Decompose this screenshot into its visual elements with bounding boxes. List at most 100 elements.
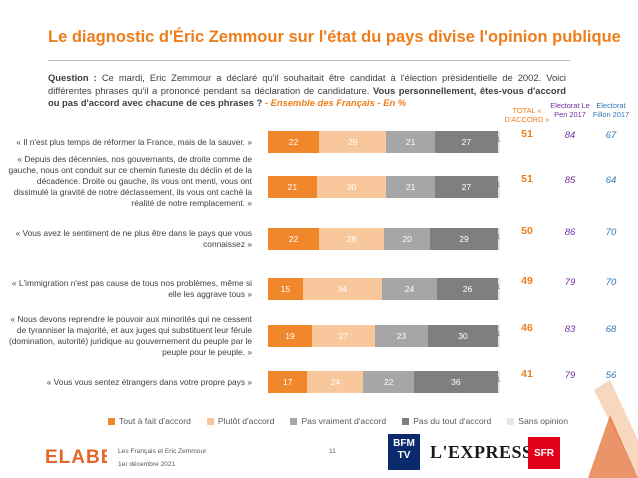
legend-label: Pas vraiment d'accord — [301, 416, 387, 426]
title-divider — [48, 60, 570, 61]
header-electorat-fillon: Electorat Fillon 2017 — [592, 101, 630, 119]
total-accord-value: 50 — [521, 225, 533, 237]
question-label: Question : — [48, 72, 97, 83]
bar-value-label: 30 — [458, 331, 468, 341]
bar-value-label: 21 — [287, 182, 298, 192]
total-accord-value: 49 — [521, 275, 533, 287]
legend-item: Tout à fait d'accord — [108, 416, 191, 426]
bar-segment: 21 — [386, 176, 436, 198]
question-text: Question : Ce mardi, Eric Zemmour a décl… — [48, 72, 566, 110]
bar-segment: 1 — [496, 278, 501, 300]
sfr-logo: SFR — [528, 437, 560, 469]
footer-date: 1er décembre 2021 — [118, 461, 176, 468]
total-accord-value: 46 — [521, 322, 533, 334]
bar-value-label: 29 — [347, 137, 358, 147]
bfmtv-logo: BFM TV — [388, 434, 420, 470]
bar-segment: 15 — [268, 278, 303, 300]
legend-label: Tout à fait d'accord — [119, 416, 191, 426]
bar-value-label: 34 — [337, 284, 348, 294]
bar-segment: 1 — [496, 131, 501, 153]
bar-value-label: 17 — [282, 377, 293, 387]
bar-value-label: 24 — [330, 377, 341, 387]
electorat-fillon-value: 68 — [605, 324, 617, 335]
bar-segment: 30 — [428, 325, 498, 347]
electorat-le-pen-value: 79 — [564, 370, 576, 381]
row-label: « Il n'est plus temps de réformer la Fra… — [16, 136, 252, 147]
bar-segment: 21 — [268, 176, 317, 198]
bar-segment: 23 — [374, 325, 429, 347]
legend-swatch — [402, 417, 410, 425]
question-body: Ce mardi, Eric Zemmour a déclaré qu'il s… — [48, 72, 567, 96]
bar-segment: 26 — [437, 278, 498, 300]
sans-opinion-value-label: 1 — [496, 182, 501, 189]
chart-legend: Tout à fait d'accord Plutôt d'accord Pas v… — [108, 416, 568, 426]
decorative-arrow-shape — [588, 380, 638, 478]
row-label: « Depuis des décennies, nos gouvernants,… — [8, 154, 252, 208]
bar-value-label: 28 — [346, 234, 357, 244]
bar-segment: 29 — [430, 228, 498, 250]
legend-swatch — [507, 417, 515, 425]
page-number: 11 — [329, 448, 336, 455]
row-label: « Vous avez le sentiment de ne plus être… — [15, 228, 252, 249]
bar-value-label: 29 — [459, 234, 469, 244]
legend-label: Pas du tout d'accord — [413, 416, 492, 426]
legend-swatch — [108, 417, 115, 425]
bar-value-label: 27 — [338, 331, 349, 341]
bar-value-label: 22 — [288, 234, 299, 244]
footer-study-title: Les Français et Eric Zemmour — [118, 448, 207, 455]
svg-text:ELABE: ELABE — [45, 447, 107, 468]
bar-value-label: 19 — [285, 331, 295, 341]
elabe-logo: ELABE — [45, 447, 107, 468]
bar-value-label: 15 — [280, 284, 291, 294]
electorat-le-pen-value: 83 — [564, 324, 576, 335]
bar-segment: 34 — [302, 278, 382, 300]
bar-segment: 24 — [381, 278, 438, 300]
total-accord-value: 51 — [521, 128, 533, 140]
bar-value-label: 30 — [346, 182, 357, 192]
sans-opinion-value-label: 1 — [496, 137, 501, 144]
bar-segment: 36 — [414, 371, 498, 393]
sans-opinion-value-label: 1 — [496, 284, 501, 291]
sans-opinion-value-label: 1 — [496, 331, 501, 338]
row-label: « Vous vous sentez étrangers dans votre … — [46, 376, 252, 387]
electorat-fillon-value: 70 — [605, 277, 617, 288]
legend-item: Plutôt d'accord — [206, 416, 274, 426]
bar-segment: 22 — [363, 371, 415, 393]
electorat-le-pen-value: 86 — [564, 227, 576, 238]
bar-segment: 24 — [307, 371, 364, 393]
row-label: « Nous devons reprendre le pouvoir aux m… — [8, 314, 252, 357]
bar-segment: 22 — [268, 131, 320, 153]
bar-segment: 27 — [435, 176, 498, 198]
bar-value-label: 22 — [288, 137, 299, 147]
bar-value-label: 22 — [383, 377, 394, 387]
bar-segment: 1 — [496, 176, 501, 198]
sans-opinion-value-label: 1 — [496, 377, 501, 384]
electorat-fillon-value: 70 — [605, 227, 617, 238]
total-accord-value: 41 — [521, 368, 533, 380]
lexpress-logo: L'EXPRESS — [430, 442, 533, 462]
legend-swatch — [290, 417, 298, 425]
legend-label: Sans opinion — [518, 416, 568, 426]
electorat-fillon-value: 64 — [605, 175, 617, 186]
bar-segment: 22 — [268, 228, 320, 250]
bar-segment: 29 — [319, 131, 387, 153]
bar-value-label: 26 — [462, 284, 473, 294]
electorat-le-pen-value: 85 — [564, 175, 576, 186]
question-population: - Ensemble des Français - En % — [264, 97, 407, 109]
bar-segment: 27 — [312, 325, 375, 347]
bar-value-label: 21 — [405, 137, 416, 147]
electorat-le-pen-value: 84 — [564, 130, 576, 141]
legend-item: Pas du tout d'accord — [402, 416, 491, 426]
bar-segment: 20 — [384, 228, 431, 250]
question-prompt: Vous personnellement, êtes-vous d'accord… — [48, 84, 566, 109]
bar-segment: 30 — [316, 176, 387, 198]
bar-segment: 17 — [268, 371, 308, 393]
header-total-accord: TOTAL « D'ACCORD » — [504, 106, 550, 124]
electorat-le-pen-value: 79 — [564, 277, 576, 288]
bar-segment: 21 — [386, 131, 436, 153]
bar-value-label: 21 — [405, 182, 416, 192]
electorat-fillon-value: 56 — [605, 370, 617, 381]
bar-segment: 1 — [496, 371, 501, 393]
legend-item: Sans opinion — [507, 416, 568, 426]
legend-item: Pas vraiment d'accord — [290, 416, 386, 426]
